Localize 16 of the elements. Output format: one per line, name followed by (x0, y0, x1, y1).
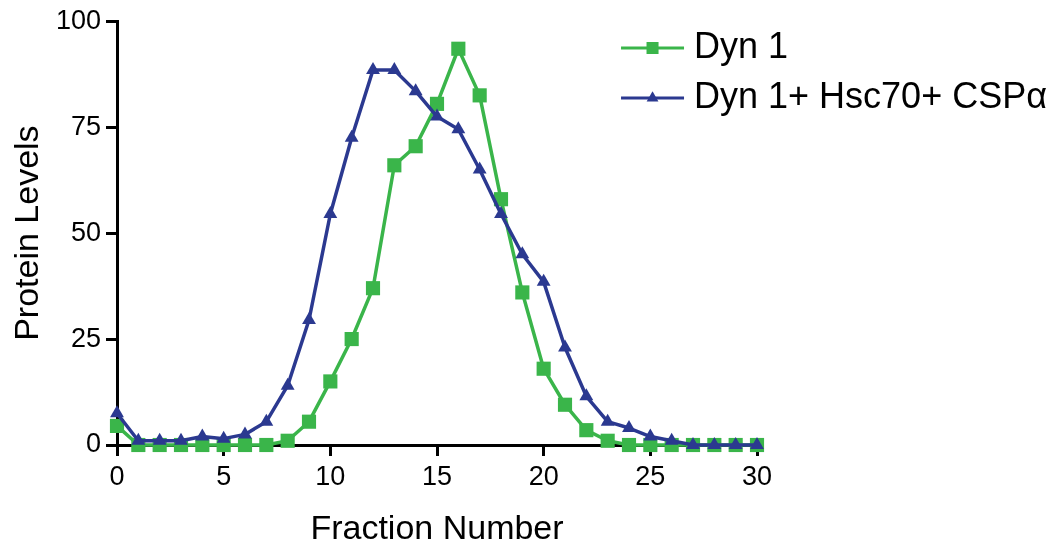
legend-label: Dyn 1 (694, 24, 789, 66)
x-tick-label: 20 (528, 460, 559, 491)
legend-label: Dyn 1+ Hsc70+ CSPα (694, 74, 1047, 116)
x-tick-label: 30 (741, 460, 773, 491)
x-tick-label: 0 (109, 460, 125, 491)
x-tick-label: 15 (421, 460, 453, 491)
y-axis-title: Protein Levels (6, 125, 45, 341)
x-tick-label: 5 (216, 460, 232, 491)
y-tick-label: 0 (85, 428, 101, 459)
y-tick-label: 50 (70, 216, 101, 247)
x-tick-label: 10 (315, 460, 346, 491)
x-axis-title: Fraction Number (310, 507, 564, 546)
y-tick-label: 75 (70, 110, 101, 141)
y-tick-label: 25 (70, 322, 101, 353)
x-tick-label: 25 (635, 460, 666, 491)
y-tick-label: 100 (55, 4, 101, 35)
